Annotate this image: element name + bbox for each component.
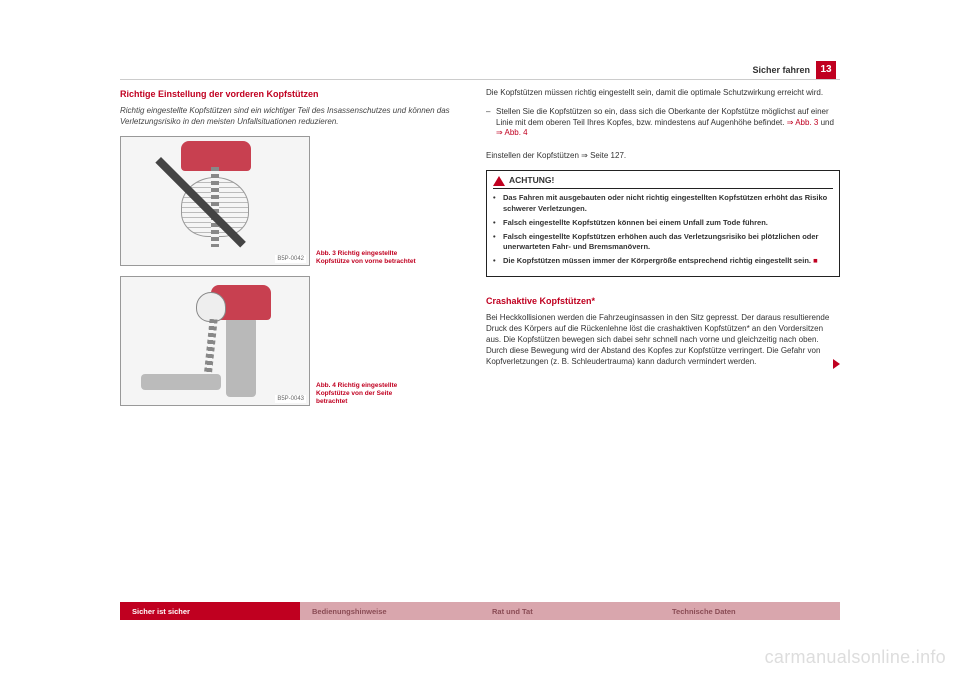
continue-arrow-icon [833, 359, 840, 369]
para-reference: Einstellen der Kopfstützen ⇒ Seite 127. [486, 151, 840, 162]
figure-4-tag: B5P-0043 [275, 395, 306, 403]
end-square-icon: ■ [813, 256, 818, 265]
figure-3-image: B5P-0042 [120, 136, 310, 266]
armrest-shape [141, 374, 221, 390]
nav-bedienungshinweise[interactable]: Bedienungshinweise [300, 602, 480, 620]
warning-item: Falsch eingestellte Kopfstützen erhöhen … [493, 232, 833, 252]
heading-crash-active: Crashaktive Kopfstützen* [486, 295, 840, 307]
heading-headrest-adjustment: Richtige Einstellung der vorderen Kopfst… [120, 88, 470, 100]
page-header: Sicher fahren 13 [120, 60, 840, 80]
watermark: carmanualsonline.info [765, 647, 946, 668]
ref-abb3: ⇒ Abb. 3 [787, 118, 819, 127]
content-columns: Richtige Einstellung der vorderen Kopfst… [120, 88, 840, 416]
figure-3-caption: Abb. 3 Richtig einge­stellte Kopfstütze … [316, 250, 416, 266]
warning-list: Das Fahren mit ausgebauten oder nicht ri… [493, 193, 833, 266]
nav-rat-und-tat[interactable]: Rat und Tat [480, 602, 660, 620]
warning-item-text: Die Kopfstützen müssen immer der Körperg… [503, 256, 811, 265]
nav-technische-daten[interactable]: Technische Daten [660, 602, 840, 620]
figure-3-row: B5P-0042 Abb. 3 Richtig einge­stellte Ko… [120, 136, 470, 266]
manual-page: Sicher fahren 13 Richtige Einstellung de… [120, 60, 840, 620]
ref-und: und [818, 118, 834, 127]
nav-sicher-ist-sicher[interactable]: Sicher ist sicher [120, 602, 300, 620]
ref-abb4: ⇒ Abb. 4 [496, 128, 528, 137]
figure-3-tag: B5P-0042 [275, 255, 306, 263]
para-crash-active: Bei Heckkollisionen werden die Fahrzeugi… [486, 313, 840, 367]
section-title: Sicher fahren [752, 65, 810, 75]
seatback-shape [226, 317, 256, 397]
warning-item: Falsch eingestellte Kopfstützen können b… [493, 218, 833, 228]
skull-shape [196, 292, 226, 322]
para-instruction: Stellen Sie die Kopfstützen so ein, dass… [486, 107, 840, 139]
warning-item: Das Fahren mit ausgebauten oder nicht ri… [493, 193, 833, 213]
para-protection: Die Kopfstützen müssen richtig eingestel… [486, 88, 840, 99]
instruction-text: Stellen Sie die Kopfstützen so ein, dass… [496, 107, 829, 127]
figure-4-image: B5P-0043 [120, 276, 310, 406]
left-column: Richtige Einstellung der vorderen Kopfst… [120, 88, 470, 416]
figure-4-caption: Abb. 4 Richtig einge­stellte Kopfstütze … [316, 382, 416, 405]
footer-nav: Sicher ist sicher Bedienungshinweise Rat… [120, 602, 840, 620]
warning-triangle-icon [493, 176, 505, 186]
warning-item: Die Kopfstützen müssen immer der Körperg… [493, 256, 833, 266]
spine-shape [211, 167, 219, 247]
warning-box: ACHTUNG! Das Fahren mit ausgebauten oder… [486, 170, 840, 277]
warning-label: ACHTUNG! [509, 175, 554, 186]
crash-active-text: Bei Heckkollisionen werden die Fahrzeugi… [486, 313, 829, 365]
page-number: 13 [816, 61, 836, 79]
figure-4-row: B5P-0043 Abb. 4 Richtig einge­stellte Ko… [120, 276, 470, 406]
warning-header: ACHTUNG! [493, 175, 833, 189]
intro-text: Richtig eingestellte Kopfstützen sind ei… [120, 106, 470, 128]
right-column: Die Kopfstützen müssen richtig eingestel… [486, 88, 840, 416]
